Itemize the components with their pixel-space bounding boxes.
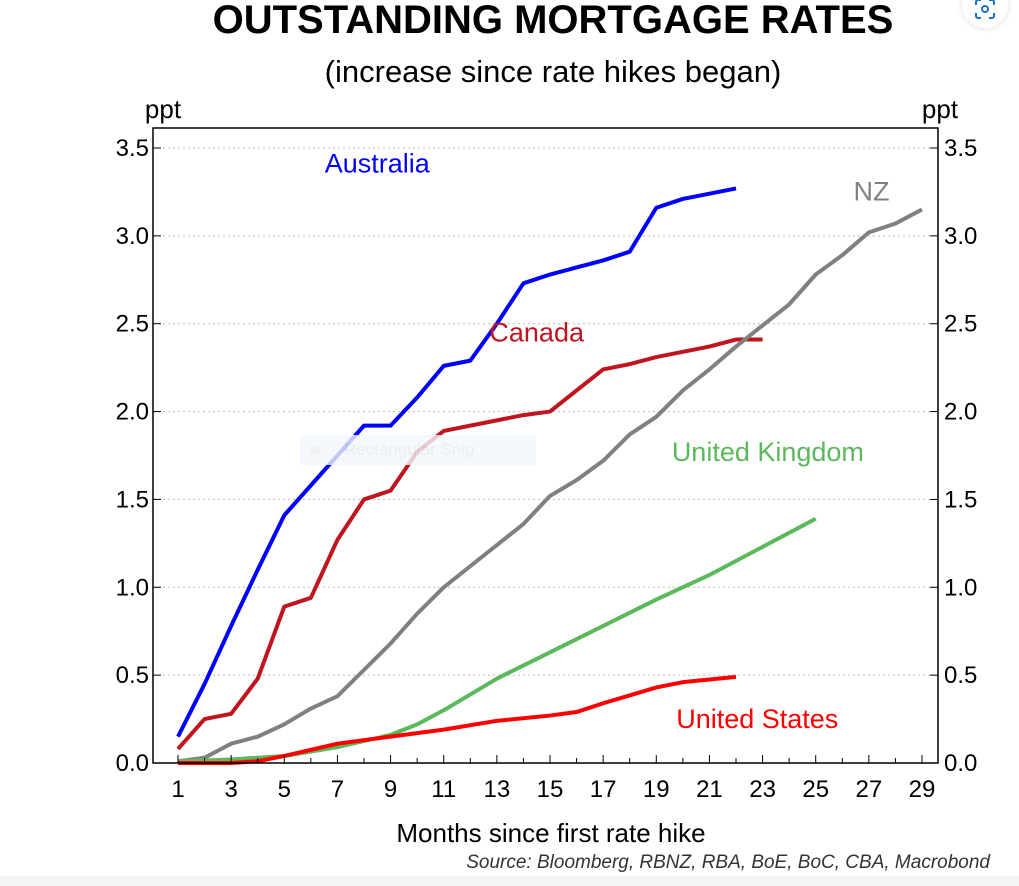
x-tick-label: 27 [856,776,883,803]
x-tick-label: 21 [696,776,723,803]
y-tick-label-right: 0.5 [944,662,977,689]
x-tick-label: 25 [802,776,829,803]
y-tick-label-left: 3.0 [116,223,149,250]
x-tick-label: 9 [384,776,397,803]
series-label-united-states: United States [676,704,838,734]
y-tick-label-left: 1.5 [116,486,149,513]
x-tick-label: 19 [643,776,670,803]
chart-title: OUTSTANDING MORTGAGE RATES [213,0,894,42]
x-axis-label: Months since first rate hike [396,818,705,848]
x-tick-label: 23 [749,776,776,803]
x-tick-label: 7 [331,776,344,803]
y-tick-label-left: 2.0 [116,399,149,426]
y-tick-label-right: 2.0 [944,399,977,426]
chart-subtitle: (increase since rate hikes began) [325,54,782,89]
series-line-united-states [178,674,737,765]
y-axis-label-right: ppt [922,94,959,124]
y-tick-label-right: 3.5 [944,135,977,162]
y-tick-label-right: 1.0 [944,574,977,601]
series-line-australia [176,186,737,738]
y-tick-label-right: 2.5 [944,311,977,338]
lens-icon [975,0,995,19]
x-tick-label: 5 [278,776,291,803]
y-tick-label-left: 3.5 [116,135,149,162]
series-label-nz: NZ [854,177,890,207]
rectangular-snip-overlay: Rectangular Snip [300,435,536,465]
source-note: Source: Bloomberg, RBNZ, RBA, BoE, BoC, … [466,852,991,873]
bottom-bar [0,876,1019,886]
x-tick-label: 17 [590,776,617,803]
y-axis-label-left: ppt [145,94,182,124]
series-label-canada: Canada [489,317,585,347]
y-tick-label-left: 0.5 [116,662,149,689]
plot-frame [152,127,939,764]
x-tick-label: 11 [431,776,456,803]
series-label-australia: Australia [325,149,431,179]
y-tick-label-right: 3.0 [944,223,977,250]
x-tick-label: 13 [484,776,511,803]
y-tick-label-left: 1.0 [116,574,149,601]
series-label-united-kingdom: United Kingdom [672,437,864,467]
x-tick-label: 15 [537,776,564,803]
x-tick-label: 1 [171,776,184,803]
y-tick-label-right: 0.0 [944,750,977,777]
y-tick-label-left: 0.0 [116,750,149,777]
y-tick-label-left: 2.5 [116,311,149,338]
x-tick-label: 3 [224,776,237,803]
series-line-nz [177,207,923,764]
x-tick-label: 29 [909,776,936,803]
series-line-canada [176,337,763,751]
y-tick-label-right: 1.5 [944,486,977,513]
